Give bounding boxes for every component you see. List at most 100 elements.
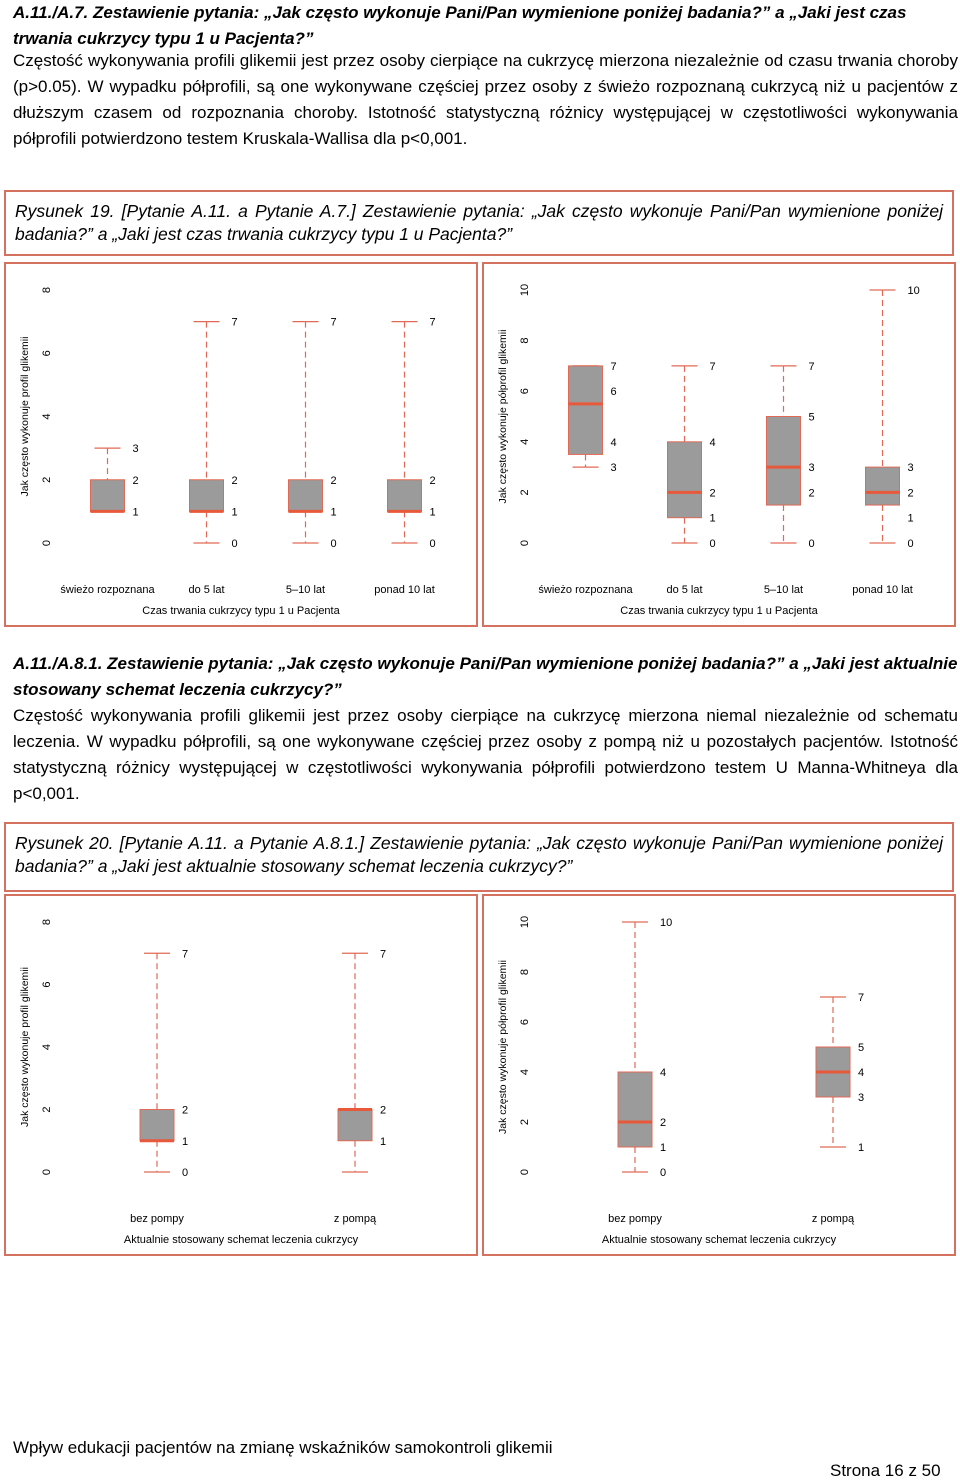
section-heading: A.11./A.8.1. Zestawienie pytania: „Jak c…	[13, 654, 958, 699]
y-tick-label: 6	[519, 388, 531, 394]
box	[387, 479, 422, 512]
value-label: 1	[660, 1142, 666, 1154]
footer-title: Wpływ edukacji pacjentów na zmianę wskaź…	[13, 1438, 553, 1457]
value-label: 0	[232, 538, 238, 550]
value-label: 1	[908, 513, 914, 525]
value-label: 2	[133, 475, 139, 487]
value-label: 2	[908, 487, 914, 499]
value-label: 3	[809, 462, 815, 474]
y-axis-label: Jak często wykonuje profil glikemii	[19, 337, 31, 497]
value-label: 5	[858, 1042, 864, 1054]
box	[189, 479, 224, 512]
value-label: 2	[660, 1117, 666, 1129]
category-label: bez pompy	[608, 1213, 662, 1225]
box	[139, 1109, 175, 1142]
x-axis-label: Aktualnie stosowany schemat leczenia cuk…	[124, 1234, 359, 1246]
value-label: 7	[710, 361, 716, 373]
category-label: do 5 lat	[666, 584, 702, 596]
value-label: 1	[331, 506, 337, 518]
value-label: 1	[710, 513, 716, 525]
y-axis-label: Jak często wykonuje półprofil glikemii	[497, 330, 509, 504]
value-label: 2	[809, 487, 815, 499]
y-tick-label: 2	[41, 477, 53, 483]
value-label: 4	[710, 437, 716, 449]
value-label: 7	[380, 948, 386, 960]
value-label: 7	[182, 948, 188, 960]
value-label: 1	[133, 506, 139, 518]
box	[617, 1071, 653, 1148]
figure-caption: Rysunek 20. [Pytanie A.11. a Pytanie A.8…	[15, 833, 943, 876]
box	[288, 479, 323, 512]
value-label: 1	[430, 506, 436, 518]
section-heading: A.11./A.7. Zestawienie pytania: „Jak czę…	[13, 3, 907, 48]
category-label: z pompą	[812, 1213, 855, 1225]
category-label: 5–10 lat	[286, 584, 325, 596]
boxplot-chart-halfprofile-duration: 0 2 4 6 8 10 Jak często wykonuje półprofil gli…	[482, 262, 956, 627]
y-tick-label: 4	[519, 439, 531, 445]
category-label: 5–10 lat	[764, 584, 803, 596]
y-tick-label: 2	[41, 1106, 53, 1112]
category-label: świeżo rozpoznana	[60, 584, 155, 596]
value-label: 0	[908, 538, 914, 550]
box	[667, 441, 702, 519]
y-tick-label: 8	[519, 969, 531, 975]
value-label: 2	[182, 1105, 188, 1117]
y-tick-label: 10	[519, 284, 531, 296]
y-tick-label: 0	[41, 540, 53, 546]
section-paragraph: Częstość wykonywania profili glikemii je…	[13, 706, 958, 803]
x-axis-label: Czas trwania cukrzycy typu 1 u Pacjenta	[620, 605, 818, 617]
y-tick-label: 10	[519, 916, 531, 928]
value-label: 0	[710, 538, 716, 550]
value-label: 7	[611, 361, 617, 373]
value-label: 7	[809, 361, 815, 373]
y-axis-label: Jak często wykonuje półprofil glikemii	[497, 960, 509, 1134]
x-axis-label: Aktualnie stosowany schemat leczenia cuk…	[602, 1234, 837, 1246]
value-label: 0	[809, 538, 815, 550]
x-axis-label: Czas trwania cukrzycy typu 1 u Pacjenta	[142, 605, 340, 617]
y-tick-label: 8	[41, 287, 53, 293]
y-tick-label: 4	[41, 1044, 53, 1050]
y-tick-label: 4	[519, 1069, 531, 1075]
section-paragraph: Częstość wykonywania profili glikemii je…	[13, 51, 958, 148]
value-label: 4	[611, 437, 617, 449]
category-label: ponad 10 lat	[374, 584, 435, 596]
value-label: 2	[232, 475, 238, 487]
y-tick-label: 4	[41, 413, 53, 419]
value-label: 0	[182, 1167, 188, 1179]
box	[865, 466, 900, 506]
value-label: 3	[908, 462, 914, 474]
y-tick-label: 0	[519, 540, 531, 546]
value-label: 2	[380, 1105, 386, 1117]
boxplot-chart-profile-treatment: 0 2 4 6 8 Jak często wykonuje profil glikemii…	[4, 894, 478, 1256]
value-label: 2	[430, 475, 436, 487]
category-label: świeżo rozpoznana	[538, 584, 633, 596]
page-number: Strona 16 z 50	[830, 1461, 941, 1480]
chart-svg: 0 2 4 6 8 Jak często wykonuje profil glikemii…	[19, 287, 436, 617]
value-label: 7	[430, 317, 436, 329]
y-tick-label: 6	[519, 1019, 531, 1025]
category-label: do 5 lat	[188, 584, 224, 596]
boxplot-chart-halfprofile-treatment: 0 2 4 6 8 10 Jak często wykonuje półprofil gli…	[482, 894, 956, 1256]
value-label: 7	[858, 992, 864, 1004]
chart-svg: 0 2 4 6 8 Jak często wykonuje profil glikemii…	[19, 919, 386, 1246]
y-tick-label: 8	[519, 338, 531, 344]
y-tick-label: 0	[41, 1169, 53, 1175]
y-axis-label: Jak często wykonuje profil glikemii	[19, 967, 31, 1127]
value-label: 10	[908, 285, 920, 297]
boxplot-chart-profile-duration: 0 2 4 6 8 Jak często wykonuje profil glikemii…	[4, 262, 478, 627]
category-label: bez pompy	[130, 1213, 184, 1225]
value-label: 1	[380, 1136, 386, 1148]
box	[337, 1109, 373, 1142]
y-tick-label: 2	[519, 1119, 531, 1125]
figure-caption-box: Rysunek 19. [Pytanie A.11. a Pytanie A.7…	[4, 190, 954, 256]
category-label: ponad 10 lat	[852, 584, 913, 596]
value-label: 10	[660, 917, 672, 929]
value-label: 5	[809, 412, 815, 424]
value-label: 3	[858, 1092, 864, 1104]
value-label: 0	[660, 1167, 666, 1179]
value-label: 3	[133, 443, 139, 455]
value-label: 3	[611, 462, 617, 474]
value-label: 2	[331, 475, 337, 487]
value-label: 1	[232, 506, 238, 518]
